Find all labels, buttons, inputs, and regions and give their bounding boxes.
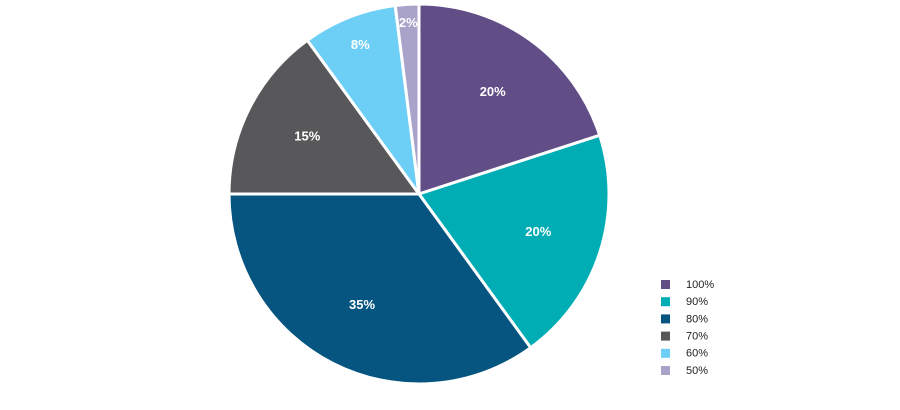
legend-label-50-pct: 50%	[686, 365, 708, 377]
legend-label-70-pct: 70%	[686, 331, 708, 343]
pie-slice-90-pct	[417, 133, 611, 350]
pie-slices	[227, 2, 611, 386]
legend-swatch-70-pct	[661, 331, 670, 341]
pie-slice-50-pct	[393, 2, 421, 196]
legend-swatch-90-pct	[661, 297, 670, 307]
data-label-60-pct: 8%	[351, 37, 370, 52]
data-label-50-pct: 2%	[399, 15, 418, 30]
pie-slice-100-pct	[417, 2, 602, 196]
data-label-70-pct: 15%	[294, 129, 320, 144]
legend-label-90-pct: 90%	[686, 296, 708, 308]
pie-slice-80-pct	[227, 192, 533, 386]
legend-swatch-100-pct	[661, 280, 670, 289]
legend: 100% 90% 80% 70% 60% 50%	[661, 279, 714, 377]
legend-label-80-pct: 80%	[686, 313, 708, 325]
data-label-100-pct: 20%	[480, 84, 506, 99]
legend-swatch-50-pct	[661, 366, 670, 375]
data-label-80-pct: 35%	[349, 297, 375, 312]
pie-slice-70-pct	[227, 38, 421, 196]
legend-swatch-60-pct	[661, 348, 670, 358]
legend-swatch-80-pct	[661, 314, 670, 324]
data-label-90-pct: 20%	[525, 224, 551, 239]
legend-label-60-pct: 60%	[686, 348, 708, 360]
pie-slice-60-pct	[305, 4, 421, 196]
pie-data-labels: 20% 20% 35% 15% 8% 2%	[294, 15, 551, 312]
legend-label-100-pct: 100%	[686, 279, 714, 291]
